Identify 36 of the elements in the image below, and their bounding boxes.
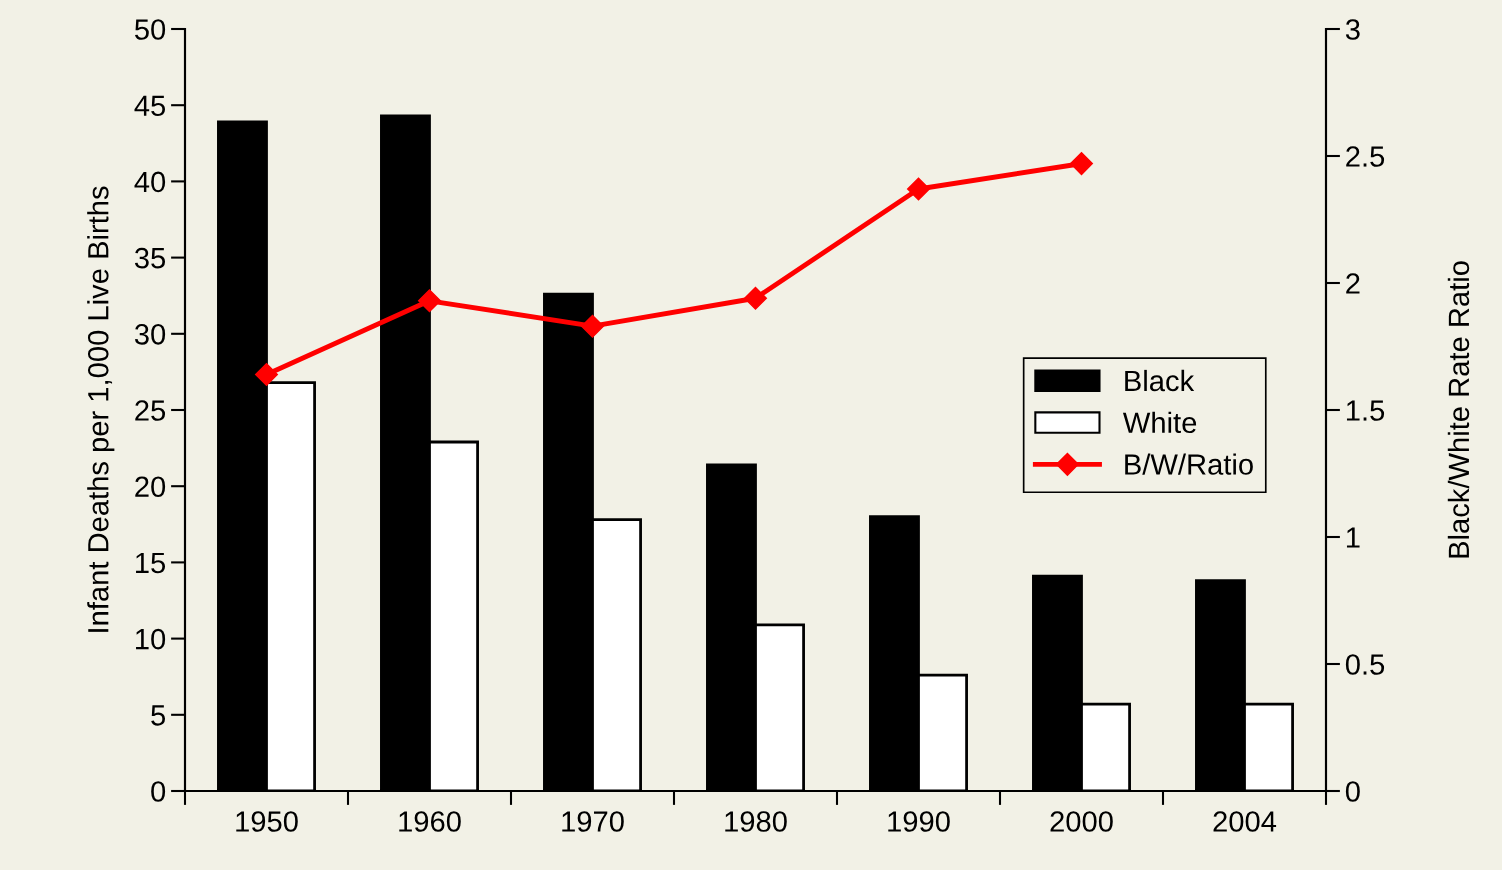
y2-tick-label: 0	[1345, 781, 1360, 802]
legend-label: B/W/Ratio	[1125, 453, 1253, 475]
y-tick-label: 30	[134, 324, 166, 345]
y-tick-label: 45	[134, 95, 166, 117]
y2-tick-label: 1	[1346, 527, 1360, 548]
x-tick-label: 1970	[562, 811, 624, 832]
y-tick-label: 0	[151, 781, 166, 802]
x-tick-label: 1990	[888, 811, 950, 832]
y2-axis-title: Black/White Rate Ratio	[1447, 261, 1470, 558]
y-tick-label: 35	[134, 247, 166, 269]
y2-tick-label: 3	[1345, 19, 1360, 40]
y-tick-label: 50	[134, 19, 166, 40]
y2-tick-label: 1.5	[1346, 400, 1385, 421]
y-tick-label: 15	[136, 552, 166, 574]
x-tick-label: 2004	[1213, 811, 1277, 832]
y2-tick-label: 0.5	[1345, 654, 1385, 675]
y-tick-label: 25	[135, 400, 166, 421]
point	[744, 286, 767, 310]
y-axis-title: Infant Deaths per 1,000 Live Births	[87, 186, 115, 632]
x-tick-label: 1980	[725, 811, 787, 832]
point	[418, 289, 441, 313]
x-tick-label: 1960	[399, 811, 461, 832]
point	[581, 314, 604, 338]
x-tick-label: 1950	[236, 811, 298, 832]
y-tick-label: 20	[135, 476, 166, 498]
point	[255, 362, 278, 386]
legend-label: White	[1122, 411, 1197, 434]
point	[907, 177, 930, 201]
point	[1070, 152, 1093, 176]
y-tick-label: 10	[136, 628, 166, 650]
y2-tick-label: 2.5	[1346, 146, 1385, 167]
y2-tick-label: 2	[1346, 273, 1360, 294]
legend-label: Black	[1125, 369, 1195, 392]
x-tick-label: 2000	[1050, 811, 1113, 832]
y-tick-label: 40	[134, 171, 166, 193]
y-tick-label: 5	[151, 705, 166, 726]
